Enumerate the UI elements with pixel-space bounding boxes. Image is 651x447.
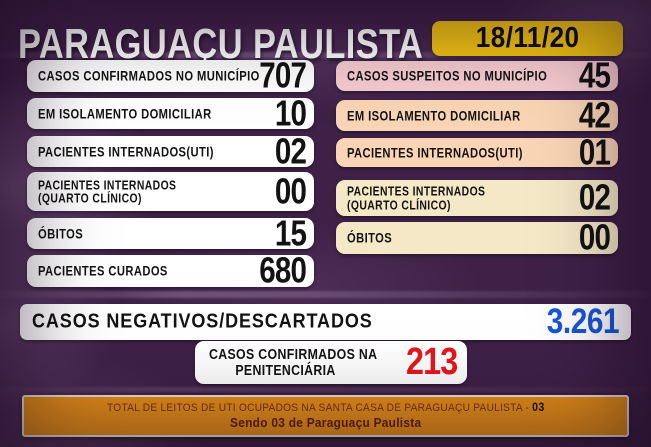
stat-label: PACIENTES INTERNADOS(UTI) xyxy=(347,144,523,161)
stat-label: ÓBITOS xyxy=(347,229,393,246)
stat-label: PACIENTES CURADOS xyxy=(38,262,168,279)
stat-box-penitenciaria: CASOS CONFIRMADOS NA PENITENCIÁRIA 213 xyxy=(195,341,467,384)
stat-value: 02 xyxy=(578,176,611,218)
stat-value: 45 xyxy=(578,54,611,96)
stat-row-internados-uti-suspeitos: PACIENTES INTERNADOS(UTI) 01 xyxy=(336,133,618,169)
date-text: 18/11/20 xyxy=(475,22,580,54)
stat-row-internados-quarto-clinico-suspeitos: PACIENTES INTERNADOS (QUARTO CLÍNICO) 02 xyxy=(336,176,618,218)
stat-value: 680 xyxy=(259,249,307,291)
footer-banner: TOTAL DE LEITOS DE UTI OCUPADOS NA SANTA… xyxy=(22,395,629,437)
stat-label: PACIENTES INTERNADOS (QUARTO CLÍNICO) xyxy=(38,176,177,206)
stat-row-isolamento-domiciliar: EM ISOLAMENTO DOMICILIAR 10 xyxy=(27,91,314,133)
stat-row-obitos-suspeitos: ÓBITOS 00 xyxy=(336,216,618,258)
stat-value: 707 xyxy=(259,54,307,96)
stat-value: 02 xyxy=(274,129,307,171)
date-badge: 18/11/20 xyxy=(432,21,623,56)
footer-line1: TOTAL DE LEITOS DE UTI OCUPADOS NA SANTA… xyxy=(107,402,544,414)
stat-value: 15 xyxy=(274,211,307,253)
stat-value: 213 xyxy=(405,340,458,383)
footer-line1-value: 03 xyxy=(531,402,545,414)
stat-label: CASOS CONFIRMADOS NO MUNICÍPIO xyxy=(38,67,260,84)
stat-row-obitos: ÓBITOS 15 xyxy=(27,211,314,253)
page-title: PARAGUAÇU PAULISTA xyxy=(18,20,424,67)
stat-value: 42 xyxy=(578,93,611,135)
stat-label: EM ISOLAMENTO DOMICILIAR xyxy=(347,107,521,124)
stat-label: PACIENTES INTERNADOS (QUARTO CLÍNICO) xyxy=(347,183,486,212)
stat-row-internados-quarto-clinico: PACIENTES INTERNADOS (QUARTO CLÍNICO) 00 xyxy=(27,172,314,211)
stat-value: 01 xyxy=(578,130,611,172)
stat-row-casos-suspeitos: CASOS SUSPEITOS NO MUNICÍPIO 45 xyxy=(336,57,618,93)
stat-label: PACIENTES INTERNADOS(UTI) xyxy=(38,143,214,160)
footer-line1-text: TOTAL DE LEITOS DE UTI OCUPADOS NA SANTA… xyxy=(106,402,532,414)
stat-value: 00 xyxy=(578,216,611,258)
stat-value: 10 xyxy=(274,91,307,133)
stat-label: CASOS NEGATIVOS/DESCARTADOS xyxy=(32,310,373,333)
stat-row-casos-confirmados: CASOS CONFIRMADOS NO MUNICÍPIO 707 xyxy=(27,54,314,96)
stat-value: 00 xyxy=(274,169,307,211)
background-light-band xyxy=(0,387,651,392)
footer-line2: Sendo 03 de Paraguaçu Paulista xyxy=(229,416,422,430)
stat-label: EM ISOLAMENTO DOMICILIAR xyxy=(38,105,212,122)
stat-label: CASOS CONFIRMADOS NA PENITENCIÁRIA xyxy=(209,346,378,379)
stat-value: 3.261 xyxy=(546,301,620,341)
background-light-band xyxy=(0,291,651,298)
stat-row-internados-uti: PACIENTES INTERNADOS(UTI) 02 xyxy=(27,129,314,171)
stat-label: ÓBITOS xyxy=(38,225,84,242)
stat-bar-casos-negativos: CASOS NEGATIVOS/DESCARTADOS 3.261 xyxy=(20,304,631,340)
stat-row-pacientes-curados: PACIENTES CURADOS 680 xyxy=(27,249,314,291)
stat-label: CASOS SUSPEITOS NO MUNICÍPIO xyxy=(347,67,548,84)
stat-row-isolamento-domiciliar-suspeitos: EM ISOLAMENTO DOMICILIAR 42 xyxy=(336,93,618,135)
